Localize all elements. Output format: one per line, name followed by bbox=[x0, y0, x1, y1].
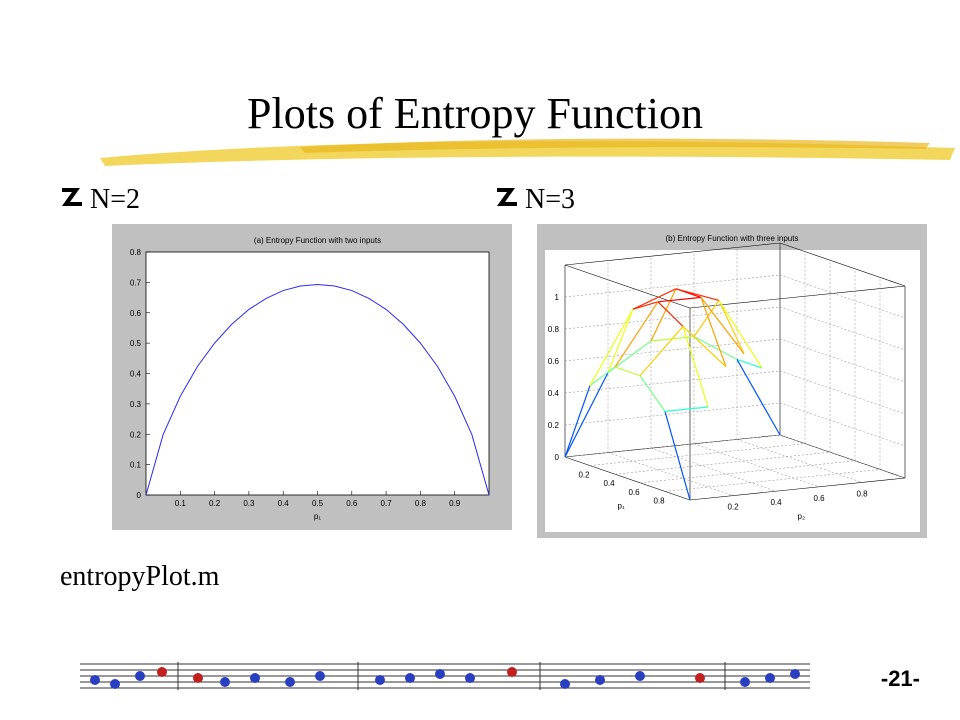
surface-edge bbox=[736, 359, 781, 436]
y-tick-label: 0.4 bbox=[130, 370, 142, 379]
z-tick-label: 0.4 bbox=[548, 389, 560, 398]
slide-title: Plots of Entropy Function bbox=[247, 89, 703, 138]
x-tick-label: 0.4 bbox=[278, 499, 290, 508]
x-tick-label: 0.3 bbox=[243, 499, 255, 508]
box-edge bbox=[564, 242, 781, 266]
box-edge bbox=[689, 285, 906, 309]
bullet: N=2 bbox=[90, 184, 140, 215]
surface-edge bbox=[639, 326, 684, 376]
x-tick-label: 0.6 bbox=[346, 499, 358, 508]
y-axis-label: p₂ bbox=[798, 512, 806, 521]
title-underline-stroke bbox=[300, 138, 930, 153]
grid-line bbox=[564, 306, 781, 330]
surface-edge bbox=[657, 301, 684, 327]
y-tick-label: 0 bbox=[137, 491, 142, 500]
y-tick-label: 0.6 bbox=[813, 494, 825, 503]
surface-edge bbox=[657, 296, 702, 303]
x-axis-label: p₁ bbox=[314, 512, 321, 521]
surface-edge bbox=[693, 336, 738, 360]
x-tick-label: 0.9 bbox=[449, 499, 461, 508]
y-tick-label: 0.2 bbox=[130, 430, 142, 439]
surface-edge bbox=[639, 375, 666, 412]
x-tick-label: 0.6 bbox=[628, 488, 640, 497]
surface-edge bbox=[632, 301, 659, 310]
grid-line bbox=[564, 370, 781, 394]
x-tick-label: 0.4 bbox=[603, 479, 615, 488]
bullet-icon bbox=[497, 188, 517, 206]
y-tick-label: 0.8 bbox=[130, 248, 142, 257]
surface-edge bbox=[589, 366, 616, 387]
surface-edge bbox=[614, 301, 659, 368]
chart-title: (b) Entropy Function with three inputs bbox=[666, 234, 799, 243]
y-tick-label: 0.2 bbox=[727, 503, 739, 512]
surface-edge bbox=[693, 300, 720, 337]
page-number: -21- bbox=[881, 666, 920, 691]
z-tick-label: 0.2 bbox=[548, 421, 560, 430]
plot-area bbox=[545, 250, 920, 532]
x-tick-label: 0.2 bbox=[578, 471, 590, 480]
y-tick-label: 0.4 bbox=[770, 498, 782, 507]
surface-edge bbox=[664, 406, 709, 412]
grid-line bbox=[589, 443, 806, 466]
surface-edge bbox=[564, 385, 591, 458]
data-line bbox=[145, 283, 490, 496]
bullet-icon bbox=[62, 188, 82, 206]
surface-edge bbox=[736, 358, 763, 369]
grid-line bbox=[664, 469, 881, 492]
surface-edge bbox=[564, 372, 609, 458]
surface-edge bbox=[700, 297, 727, 368]
surface-edge bbox=[632, 288, 677, 310]
y-tick-label: 0.3 bbox=[130, 400, 142, 409]
box-edge bbox=[779, 242, 906, 287]
y-tick-label: 0.1 bbox=[130, 461, 142, 470]
grid-line bbox=[564, 402, 781, 426]
surface-edge bbox=[718, 300, 745, 355]
x-tick-label: 0.1 bbox=[175, 499, 187, 508]
music-notes bbox=[90, 667, 800, 689]
box-edge bbox=[689, 477, 906, 501]
grid-line bbox=[564, 274, 781, 298]
box-edge bbox=[564, 456, 691, 501]
y-tick-label: 0.7 bbox=[130, 278, 142, 287]
surface-edge bbox=[650, 288, 677, 342]
y-tick-label: 0.8 bbox=[856, 489, 868, 498]
x-tick-label: 0.8 bbox=[415, 499, 427, 508]
x-tick-label: 0.8 bbox=[653, 496, 665, 505]
bullet: N=3 bbox=[525, 184, 575, 215]
surface-edge bbox=[614, 366, 641, 377]
grid-line bbox=[564, 434, 781, 458]
grid-line bbox=[639, 460, 856, 484]
footer-text: entropyPlot.m bbox=[60, 561, 220, 592]
z-tick-label: 1 bbox=[555, 293, 560, 302]
z-tick-label: 0.8 bbox=[548, 325, 560, 334]
surface-edge bbox=[589, 308, 634, 386]
y-tick-label: 0.5 bbox=[130, 339, 142, 348]
x-tick-label: 0.7 bbox=[381, 499, 393, 508]
surface-edge bbox=[682, 326, 709, 408]
surface-edge bbox=[718, 300, 763, 369]
surface-edge bbox=[700, 297, 745, 355]
x-tick-label: 0.5 bbox=[312, 499, 324, 508]
box-edge bbox=[779, 434, 906, 479]
surface-edge bbox=[664, 411, 691, 501]
plot-area bbox=[145, 251, 490, 496]
surface-edge bbox=[607, 308, 634, 373]
grid-line bbox=[614, 451, 831, 475]
z-tick-label: 0 bbox=[555, 453, 560, 462]
surface-edge bbox=[675, 288, 720, 301]
surface-edge bbox=[682, 325, 727, 368]
z-tick-label: 0.6 bbox=[548, 357, 560, 366]
grid-line bbox=[564, 338, 781, 362]
y-tick-label: 0.6 bbox=[130, 309, 142, 318]
x-axis-label: p₁ bbox=[618, 502, 625, 511]
x-tick-label: 0.2 bbox=[209, 499, 221, 508]
chart-title: (a) Entropy Function with two inputs bbox=[254, 236, 381, 245]
